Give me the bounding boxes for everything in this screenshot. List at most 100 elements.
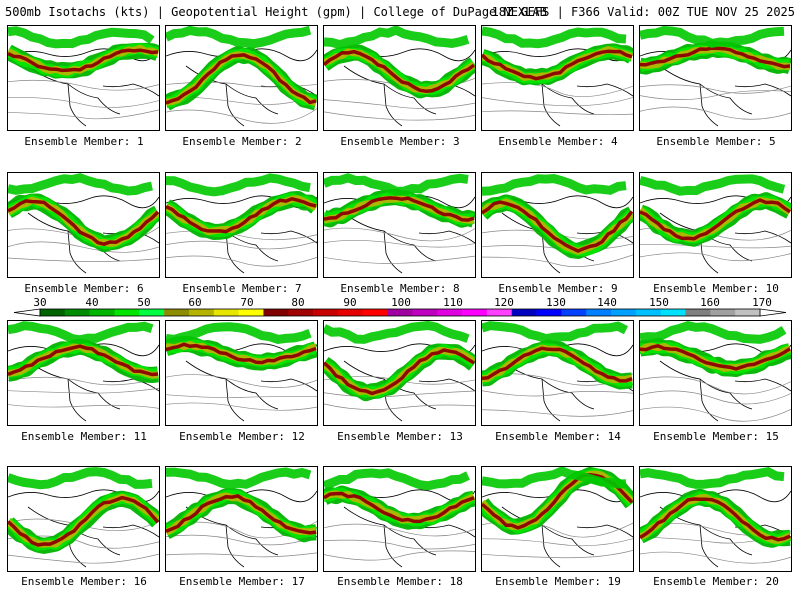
colorbar-segment	[735, 309, 761, 316]
ensemble-member-map	[481, 466, 634, 572]
ensemble-member-map	[481, 320, 634, 426]
colorbar-segment	[685, 309, 711, 316]
colorbar-tick-label: 130	[546, 296, 566, 309]
colorbar-tick-label: 170	[752, 296, 772, 309]
colorbar-frame	[39, 308, 761, 317]
ensemble-member-map	[639, 320, 792, 426]
ensemble-member-label: Ensemble Member: 8	[340, 282, 460, 295]
colorbar-segment	[64, 309, 90, 316]
colorbar-segment	[213, 309, 239, 316]
colorbar-segment	[611, 309, 637, 316]
colorbar-tick-label: 150	[649, 296, 669, 309]
ensemble-member-label: Ensemble Member: 3	[340, 135, 460, 148]
colorbar-tick-label: 50	[137, 296, 150, 309]
isotach-map-graphic	[482, 467, 633, 568]
ensemble-member-label: Ensemble Member: 2	[182, 135, 302, 148]
colorbar-high-arrow	[759, 308, 787, 317]
isotach-map-graphic	[482, 174, 633, 274]
ensemble-member-map	[7, 172, 160, 278]
ensemble-member-label: Ensemble Member: 7	[182, 282, 302, 295]
ensemble-member-label: Ensemble Member: 16	[21, 575, 147, 588]
colorbar-segment	[139, 309, 165, 316]
isotach-map-graphic	[640, 467, 791, 568]
ensemble-member-label: Ensemble Member: 18	[337, 575, 463, 588]
ensemble-member-label: Ensemble Member: 12	[179, 430, 305, 443]
colorbar-tick-label: 80	[291, 296, 304, 309]
colorbar-segment	[412, 309, 438, 316]
colorbar-tick-label: 70	[240, 296, 253, 309]
isotach-map-graphic	[166, 322, 317, 422]
ensemble-member-label: Ensemble Member: 10	[653, 282, 779, 295]
ensemble-member-map	[7, 466, 160, 572]
ensemble-member-label: Ensemble Member: 5	[656, 135, 776, 148]
colorbar-segment	[536, 309, 562, 316]
ensemble-member-label: Ensemble Member: 11	[21, 430, 147, 443]
colorbar-segment	[313, 309, 339, 316]
ensemble-member-label: Ensemble Member: 6	[24, 282, 144, 295]
colorbar-tick-label: 110	[443, 296, 463, 309]
ensemble-member-map	[639, 25, 792, 131]
ensemble-member-label: Ensemble Member: 15	[653, 430, 779, 443]
colorbar-segment	[660, 309, 686, 316]
isotach-map-graphic	[324, 26, 475, 127]
colorbar-segment	[238, 309, 264, 316]
ensemble-member-label: Ensemble Member: 13	[337, 430, 463, 443]
ensemble-member-map	[323, 320, 476, 426]
isotach-map-graphic	[324, 321, 475, 422]
ensemble-member-map	[639, 466, 792, 572]
ensemble-member-map	[165, 25, 318, 131]
colorbar-tick-label: 90	[343, 296, 356, 309]
colorbar-tick-label: 60	[188, 296, 201, 309]
ensemble-member-map	[481, 25, 634, 131]
colorbar-segment	[337, 309, 364, 316]
isotach-map-graphic	[166, 467, 317, 568]
colorbar-segment	[263, 309, 289, 316]
isotach-map-graphic	[8, 26, 159, 127]
ensemble-member-map	[323, 172, 476, 278]
isotach-map-graphic	[482, 26, 633, 127]
colorbar-segment	[114, 309, 140, 316]
isotach-map-graphic	[166, 173, 317, 274]
colorbar-segment	[710, 309, 736, 316]
colorbar-segment	[387, 309, 413, 316]
ensemble-member-label: Ensemble Member: 9	[498, 282, 618, 295]
isotach-map-graphic	[640, 321, 791, 422]
colorbar-segment	[586, 309, 612, 316]
colorbar-segment	[635, 309, 661, 316]
colorbar-tick-label: 120	[494, 296, 514, 309]
isotach-colorbar: 30 40 50 60 70 80 90 100 110 120 130 140 150 160 170	[0, 296, 800, 320]
colorbar-segment	[89, 309, 115, 316]
colorbar-segment	[188, 309, 215, 316]
colorbar-tick-label: 30	[33, 296, 46, 309]
header-run-info: 18Z GEFS | F366 Valid: 00Z TUE NOV 25 20…	[491, 5, 795, 19]
ensemble-member-map	[639, 172, 792, 278]
ensemble-member-map	[481, 172, 634, 278]
ensemble-member-map	[165, 320, 318, 426]
isotach-map-graphic	[482, 321, 633, 422]
colorbar-tick-label: 160	[700, 296, 720, 309]
colorbar-segment	[362, 309, 388, 316]
colorbar-tick-label: 40	[85, 296, 98, 309]
isotach-map-graphic	[640, 26, 791, 127]
ensemble-member-map	[323, 25, 476, 131]
colorbar-tick-label: 140	[597, 296, 617, 309]
colorbar-segment	[462, 309, 488, 316]
colorbar-segment	[288, 309, 314, 316]
ensemble-member-map	[7, 320, 160, 426]
colorbar-segment	[437, 309, 463, 316]
colorbar-segment	[486, 309, 513, 316]
ensemble-member-map	[7, 25, 160, 131]
header: 500mb Isotachs (kts) | Geopotential Heig…	[0, 0, 800, 24]
isotach-map-graphic	[166, 26, 317, 127]
ensemble-member-label: Ensemble Member: 20	[653, 575, 779, 588]
ensemble-member-label: Ensemble Member: 19	[495, 575, 621, 588]
colorbar-segment	[40, 309, 66, 316]
colorbar-graphic: 30 40 50 60 70 80 90 100 110 120 130 140 150 160 170	[13, 296, 787, 317]
colorbar-tick-label: 100	[391, 296, 411, 309]
header-title: 500mb Isotachs (kts) | Geopotential Heig…	[5, 5, 547, 19]
isotach-map-graphic	[8, 173, 159, 274]
isotach-map-graphic	[640, 174, 791, 274]
colorbar-segment	[511, 309, 537, 316]
ensemble-member-label: Ensemble Member: 14	[495, 430, 621, 443]
ensemble-member-label: Ensemble Member: 4	[498, 135, 618, 148]
